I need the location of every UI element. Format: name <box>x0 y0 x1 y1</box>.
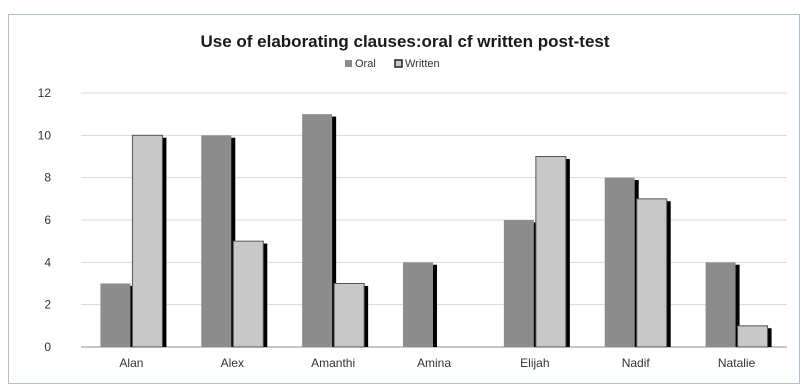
y-tick-label: 12 <box>38 86 52 100</box>
legend-label-written: Written <box>405 58 440 70</box>
legend-swatch-written <box>394 59 403 68</box>
y-tick-label: 6 <box>44 213 51 227</box>
bar-written <box>333 283 365 348</box>
bar-oral <box>604 177 635 347</box>
y-tick-label: 10 <box>38 128 52 142</box>
chart-title: Use of elaborating clauses:oral cf writt… <box>200 32 609 51</box>
legend-label-oral: Oral <box>355 58 376 70</box>
x-category-label: Amina <box>417 356 451 370</box>
bar-written <box>535 156 567 348</box>
bar-oral <box>705 262 736 347</box>
bar-oral <box>302 114 333 348</box>
x-category-label: Natalie <box>718 356 756 370</box>
bar-written <box>636 198 668 348</box>
x-category-label: Alex <box>221 356 244 370</box>
chart-frame: Use of elaborating clauses:oral cf writt… <box>8 14 800 384</box>
bar-written <box>737 325 769 348</box>
x-category-label: Amanthi <box>311 356 355 370</box>
bar-oral <box>503 220 534 347</box>
x-category-label: Elijah <box>520 356 549 370</box>
bar-chart: Use of elaborating clauses:oral cf writt… <box>38 32 787 370</box>
bar-written <box>131 134 163 348</box>
legend: Oral Written <box>345 58 440 70</box>
y-tick-label: 0 <box>44 340 51 354</box>
bar-oral <box>201 135 232 347</box>
x-category-label: Alan <box>119 356 143 370</box>
gridlines <box>81 92 787 348</box>
y-tick-label: 4 <box>44 255 51 269</box>
bar-oral <box>100 283 131 347</box>
bar-written <box>232 240 264 348</box>
legend-swatch-oral <box>345 60 352 67</box>
y-tick-label: 2 <box>44 298 51 312</box>
x-axis: Alan Alex Amanthi Amina Elijah Nadif Natalie <box>119 356 755 370</box>
y-tick-label: 8 <box>44 171 51 185</box>
bar-oral <box>403 262 433 347</box>
bars <box>100 114 772 348</box>
x-category-label: Nadif <box>622 356 651 370</box>
y-axis: 0 2 4 6 8 10 12 <box>38 86 52 354</box>
